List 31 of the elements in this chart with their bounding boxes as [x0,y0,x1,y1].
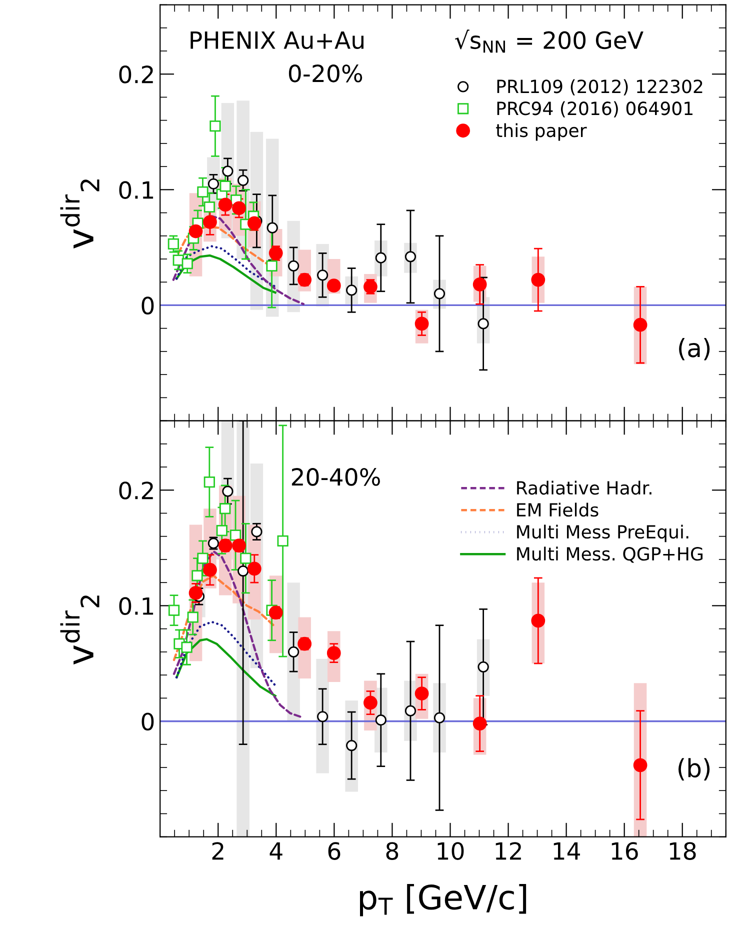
legend-label: Multi Mess. QGP+HG [517,546,702,563]
y-tick-label: 0 [142,712,154,731]
x-tick-label: 6 [328,842,340,860]
annotation: √s$_{NN}$ = 200 GeV [455,30,644,53]
annotation: 20-40% [292,468,380,486]
y-axis-title: v$^{dir}$$_{2}$ [60,180,100,249]
y-tick-label: 0.1 [119,597,154,615]
legend-label: PRC94 (2016) 064901 [497,101,692,118]
x-tick-label: 2 [212,842,224,860]
legend-label: this paper [496,123,587,141]
y-tick-label: 0 [142,296,154,315]
x-tick-label: 16 [612,842,638,860]
y-tick-label: 0.1 [119,181,154,199]
x-tick-label: 12 [496,842,521,860]
y-tick-label: 0.2 [119,66,153,84]
x-axis-title: p$_{T}$ [GeV/c] [360,884,526,916]
annotation: (b) [678,758,710,780]
annotation: 0-20% [288,64,362,82]
legend-label: PRL109 (2012) 122302 [497,79,702,96]
legend-label: Radiative Hadr. [517,480,652,495]
x-tick-label: 10 [438,842,464,860]
x-tick-label: 14 [554,842,580,860]
x-tick-label: 18 [670,842,696,860]
legend-label: EM Fields [517,502,598,517]
x-tick-label: 8 [386,842,398,860]
y-axis-title: v$^{dir}$$_{2}$ [60,596,100,665]
y-tick-label: 0.2 [119,482,153,500]
annotation: (a) [679,338,710,360]
legend-label: Multi Mess PreEqui. [517,524,688,542]
x-tick-label: 4 [270,842,282,860]
annotation: PHENIX Au+Au [190,32,364,50]
